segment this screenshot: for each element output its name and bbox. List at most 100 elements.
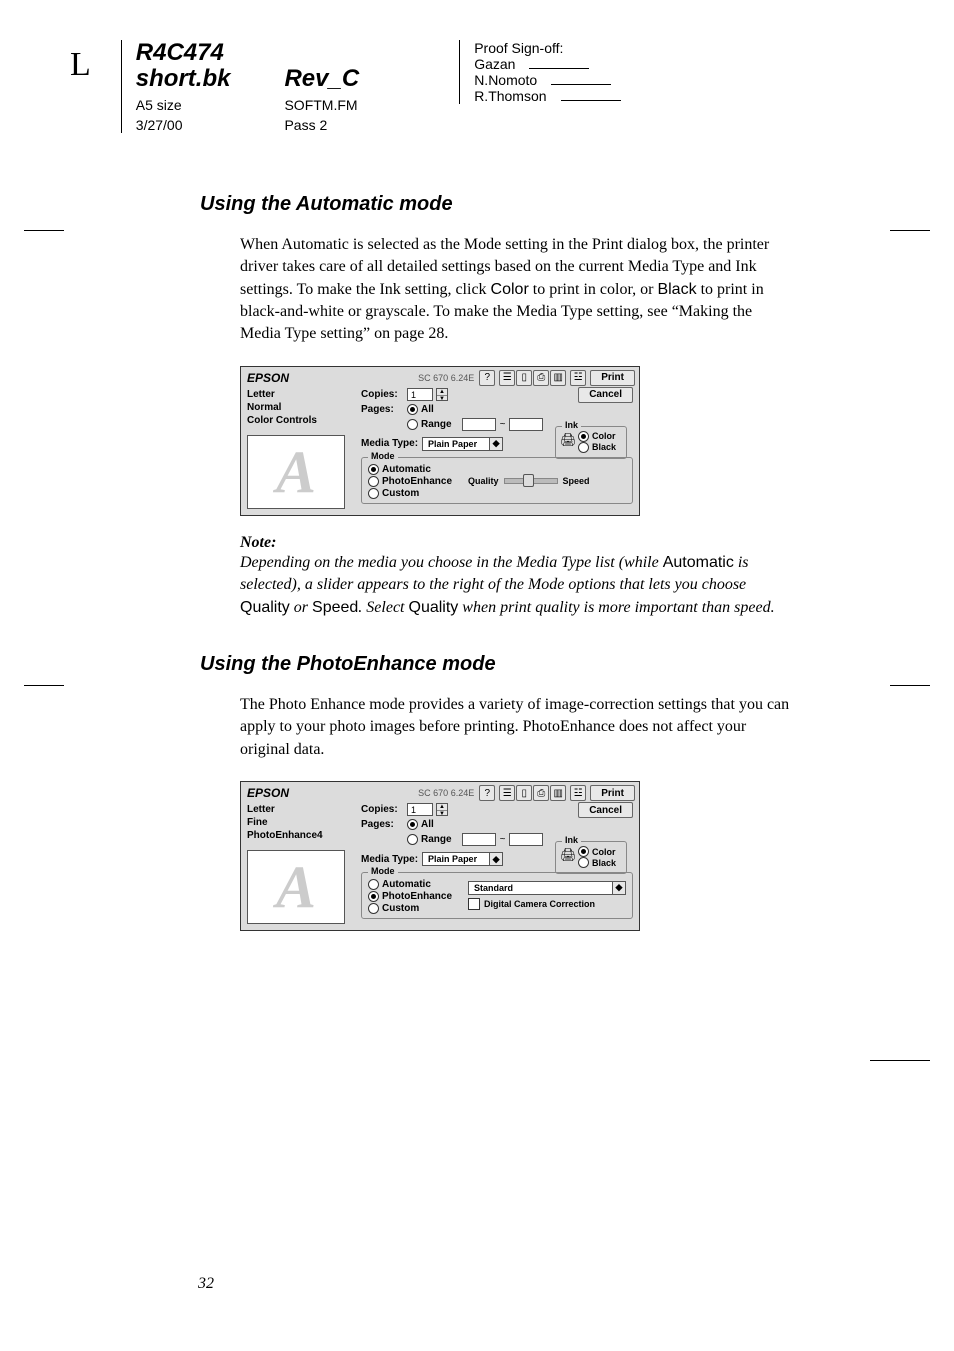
mode-photoenhance-radio[interactable]: PhotoEnhance bbox=[368, 891, 452, 902]
ink-cartridge-icon: 🖨 bbox=[560, 433, 574, 450]
crop-mark bbox=[890, 685, 930, 686]
print-dialog-photoenhance: EPSON SC 670 6.24E ? ☰ ▯ ⎙ ▥ ☳ Print Let… bbox=[240, 781, 640, 931]
proof-name-2: N.Nomoto bbox=[474, 72, 537, 88]
dropdown-caret-icon: ◆ bbox=[612, 882, 625, 894]
dialog-status: Letter Fine PhotoEnhance4 bbox=[247, 803, 353, 842]
note-label: Note: bbox=[240, 534, 794, 552]
mode-custom-radio[interactable]: Custom bbox=[368, 903, 452, 914]
media-type-label: Media Type: bbox=[361, 854, 418, 865]
range-to-input[interactable] bbox=[509, 833, 543, 846]
header-L: L bbox=[70, 46, 91, 84]
photoenhance-preset-select[interactable]: Standard ◆ bbox=[468, 881, 626, 895]
ink-icon[interactable]: ▥ bbox=[550, 370, 566, 386]
ink-group: Ink 🖨 Color Black bbox=[555, 426, 627, 459]
pages-label: Pages: bbox=[361, 819, 403, 830]
pages-range-radio[interactable]: Range bbox=[407, 834, 452, 845]
print-button[interactable]: Print bbox=[590, 370, 635, 386]
pages-range-radio[interactable]: Range bbox=[407, 419, 452, 430]
preview-thumbnail: A bbox=[247, 435, 345, 509]
signature-line bbox=[551, 84, 611, 85]
doc-size: A5 size bbox=[136, 97, 231, 113]
media-type-select[interactable]: Plain Paper ◆ bbox=[422, 437, 503, 451]
rev-file: SOFTM.FM bbox=[284, 97, 359, 113]
media-type-label: Media Type: bbox=[361, 438, 418, 449]
preview-icon[interactable]: ⎙ bbox=[533, 785, 549, 801]
range-separator: ~ bbox=[500, 419, 506, 430]
crop-mark bbox=[24, 230, 64, 231]
preview-letter-icon: A bbox=[276, 442, 316, 502]
mode-custom-radio[interactable]: Custom bbox=[368, 488, 452, 499]
rev-title: Rev_C bbox=[284, 66, 359, 92]
rev-block: . Rev_C SOFTM.FM Pass 2 bbox=[270, 40, 379, 133]
photoenhance-body-text: The Photo Enhance mode provides a variet… bbox=[240, 694, 794, 761]
proof-name-1: Gazan bbox=[474, 56, 515, 72]
cancel-button[interactable]: Cancel bbox=[578, 387, 633, 403]
digital-camera-correction-checkbox[interactable]: Digital Camera Correction bbox=[468, 898, 595, 910]
pages-all-radio[interactable]: All bbox=[407, 819, 434, 830]
range-to-input[interactable] bbox=[509, 418, 543, 431]
signature-line bbox=[529, 68, 589, 69]
doc-title1: R4C474 bbox=[136, 40, 231, 66]
save-icon[interactable]: ☳ bbox=[570, 370, 586, 386]
ink-group: Ink 🖨 Color Black bbox=[555, 841, 627, 874]
note-text: Depending on the media you choose in the… bbox=[240, 552, 794, 619]
doc-info-block: R4C474 short.bk A5 size 3/27/00 bbox=[121, 40, 251, 133]
crop-mark bbox=[870, 1060, 930, 1061]
layout-icon[interactable]: ▯ bbox=[516, 370, 532, 386]
dialog-model-code: SC 670 6.24E bbox=[418, 373, 474, 383]
rev-pass: Pass 2 bbox=[284, 117, 359, 133]
page-number: 32 bbox=[198, 1275, 214, 1293]
dialog-model-code: SC 670 6.24E bbox=[418, 788, 474, 798]
copies-label: Copies: bbox=[361, 389, 403, 400]
crop-mark bbox=[24, 685, 64, 686]
section-heading-automatic: Using the Automatic mode bbox=[200, 193, 794, 216]
copies-input[interactable]: 1 bbox=[407, 803, 433, 816]
quality-speed-slider[interactable]: Quality Speed bbox=[468, 476, 590, 486]
ink-black-radio[interactable]: Black bbox=[578, 442, 616, 453]
automatic-body-text: When Automatic is selected as the Mode s… bbox=[240, 234, 794, 346]
page-header: L R4C474 short.bk A5 size 3/27/00 . Rev_… bbox=[70, 40, 884, 133]
utility-icon[interactable]: ☰ bbox=[499, 370, 515, 386]
ink-icon[interactable]: ▥ bbox=[550, 785, 566, 801]
dialog-brand: EPSON bbox=[247, 371, 289, 385]
dialog-brand: EPSON bbox=[247, 786, 289, 800]
save-icon[interactable]: ☳ bbox=[570, 785, 586, 801]
copies-input[interactable]: 1 bbox=[407, 388, 433, 401]
print-button[interactable]: Print bbox=[590, 785, 635, 801]
proof-name-3: R.Thomson bbox=[474, 88, 546, 104]
copies-label: Copies: bbox=[361, 804, 403, 815]
range-from-input[interactable] bbox=[462, 833, 496, 846]
range-from-input[interactable] bbox=[462, 418, 496, 431]
copies-stepper[interactable]: ▲▼ bbox=[436, 388, 448, 401]
help-icon[interactable]: ? bbox=[479, 370, 495, 386]
preview-icon[interactable]: ⎙ bbox=[533, 370, 549, 386]
dialog-status: Letter Normal Color Controls bbox=[247, 388, 353, 427]
layout-icon[interactable]: ▯ bbox=[516, 785, 532, 801]
help-icon[interactable]: ? bbox=[479, 785, 495, 801]
ink-black-radio[interactable]: Black bbox=[578, 857, 616, 868]
pages-all-radio[interactable]: All bbox=[407, 404, 434, 415]
mode-automatic-radio[interactable]: Automatic bbox=[368, 879, 452, 890]
proof-signoff-block: Proof Sign-off: Gazan N.Nomoto R.Thomson bbox=[459, 40, 640, 104]
doc-title2: short.bk bbox=[136, 66, 231, 92]
range-separator: ~ bbox=[500, 834, 506, 845]
pages-label: Pages: bbox=[361, 404, 403, 415]
preview-thumbnail: A bbox=[247, 850, 345, 924]
crop-mark bbox=[890, 230, 930, 231]
cancel-button[interactable]: Cancel bbox=[578, 802, 633, 818]
mode-photoenhance-radio[interactable]: PhotoEnhance bbox=[368, 476, 452, 487]
signature-line bbox=[561, 100, 621, 101]
ink-color-radio[interactable]: Color bbox=[578, 431, 616, 442]
mode-automatic-radio[interactable]: Automatic bbox=[368, 464, 452, 475]
proof-title: Proof Sign-off: bbox=[474, 40, 620, 56]
ink-color-radio[interactable]: Color bbox=[578, 846, 616, 857]
dropdown-caret-icon: ◆ bbox=[489, 853, 502, 865]
utility-icon[interactable]: ☰ bbox=[499, 785, 515, 801]
mode-group: Mode Automatic PhotoEnhance Custom Quali… bbox=[361, 457, 633, 504]
media-type-select[interactable]: Plain Paper ◆ bbox=[422, 852, 503, 866]
section-heading-photoenhance: Using the PhotoEnhance mode bbox=[200, 653, 794, 676]
copies-stepper[interactable]: ▲▼ bbox=[436, 803, 448, 816]
print-dialog-automatic: EPSON SC 670 6.24E ? ☰ ▯ ⎙ ▥ ☳ Print Let… bbox=[240, 366, 640, 516]
mode-group: Mode Automatic PhotoEnhance Custom Stand… bbox=[361, 872, 633, 919]
doc-date: 3/27/00 bbox=[136, 117, 231, 133]
